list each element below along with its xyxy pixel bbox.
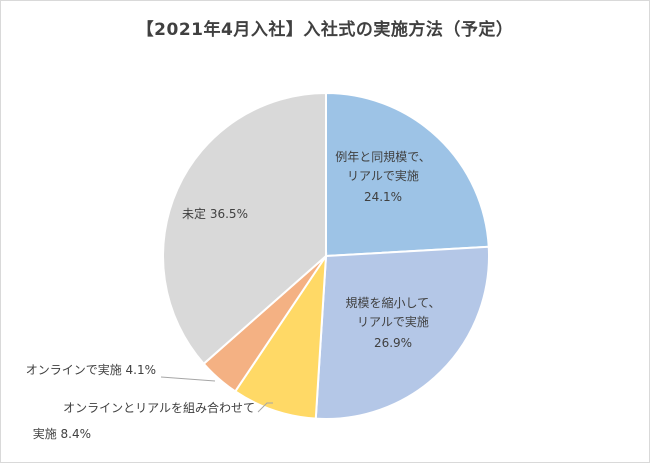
slice-label-line: 実施 8.4%: [33, 426, 91, 441]
slice-label-1: 規模を縮小して、リアルで実施 26.9%: [345, 295, 440, 350]
slice-label-line: 規模を縮小して、: [345, 295, 440, 310]
leader-line-3: [160, 376, 216, 382]
slice-label-line: リアルで実施: [357, 314, 429, 329]
slice-value: 24.1%: [364, 190, 402, 204]
leader-lines: [160, 376, 273, 413]
slice-label-0: 例年と同規模で、リアルで実施 24.1%: [335, 149, 431, 204]
pie-slice-0: [325, 91, 490, 258]
slice-label-line: オンラインとリアルを組み合わせて: [63, 400, 255, 415]
slice-label-3: オンラインで実施 4.1%: [26, 362, 156, 377]
slice-label-line: リアルで実施: [347, 168, 419, 183]
slice-label-line: 例年と同規模で、: [335, 149, 431, 164]
pie-slices: [162, 91, 490, 421]
leader-line-2: [257, 402, 273, 413]
slice-labels: 例年と同規模で、リアルで実施 24.1%規模を縮小して、リアルで実施 26.9%オン…: [26, 149, 441, 441]
slice-label-4: 未定 36.5%: [182, 206, 248, 221]
pie-slice-4: [162, 91, 327, 366]
slice-label-line: 未定 36.5%: [182, 206, 248, 221]
slice-value: 26.9%: [374, 336, 412, 350]
pie-slice-2: [233, 252, 328, 420]
pie-slice-1: [314, 245, 490, 421]
slice-label-2: オンラインとリアルを組み合わせて実施 8.4%: [33, 400, 255, 441]
chart-title: 【2021年4月入社】入社式の実施方法（予定）: [136, 20, 514, 40]
slice-label-line: オンラインで実施 4.1%: [26, 362, 156, 377]
